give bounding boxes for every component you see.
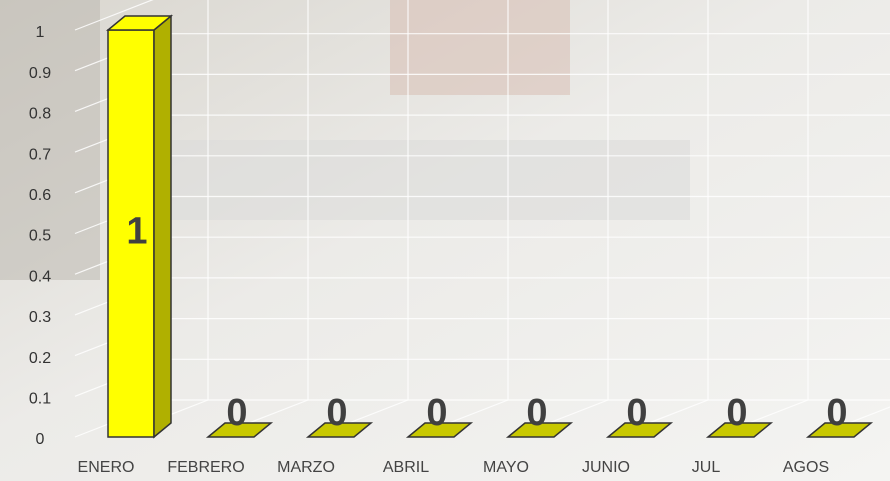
- y-tick-label: 0.8: [29, 106, 51, 123]
- background-shape: [0, 0, 100, 280]
- x-tick-label: JUNIO: [582, 459, 630, 476]
- y-tick-label: 0.2: [29, 350, 51, 367]
- background-shape: [170, 140, 690, 220]
- bar: [405, 422, 474, 438]
- bar: [705, 422, 774, 438]
- x-tick-label: MARZO: [277, 459, 335, 476]
- x-tick-label: ENERO: [78, 459, 135, 476]
- bar-top: [805, 422, 874, 438]
- x-tick-label: JUL: [692, 459, 721, 476]
- bar-side: [153, 14, 172, 439]
- bar: [105, 14, 174, 439]
- y-tick-label: 0.1: [29, 391, 51, 408]
- bar: [205, 422, 274, 438]
- data-label: 0: [526, 392, 547, 434]
- bar-top: [205, 422, 274, 438]
- y-tick-label: 0.6: [29, 187, 51, 204]
- y-tick-label: 0.7: [29, 146, 51, 163]
- data-label: 0: [626, 392, 647, 434]
- x-tick-label: ABRIL: [383, 459, 429, 476]
- data-label: 0: [426, 392, 447, 434]
- bar-top: [305, 422, 374, 438]
- bar-top: [605, 422, 674, 438]
- bar-top: [705, 422, 774, 438]
- bar-top: [505, 422, 574, 438]
- y-tick-label: 0.9: [29, 65, 51, 82]
- x-tick-label: FEBRERO: [167, 459, 244, 476]
- background-shape: [390, 0, 570, 95]
- y-tick-label: 0.5: [29, 228, 51, 245]
- data-label: 1: [126, 211, 147, 253]
- bar-top: [405, 422, 474, 438]
- bar: [805, 422, 874, 438]
- data-label: 0: [326, 392, 347, 434]
- bar: [505, 422, 574, 438]
- bar: [605, 422, 674, 438]
- bar-top: [105, 15, 174, 31]
- x-tick-label: MAYO: [483, 459, 529, 476]
- y-tick-label: 0.4: [29, 268, 51, 285]
- y-tick-label: 0: [36, 431, 45, 448]
- data-label: 0: [226, 392, 247, 434]
- x-tick-label: AGOS: [783, 459, 829, 476]
- data-label: 0: [826, 392, 847, 434]
- grid-line: [74, 0, 154, 31]
- data-label: 0: [726, 392, 747, 434]
- bar: [305, 422, 374, 438]
- y-tick-label: 0.3: [29, 309, 51, 326]
- y-tick-label: 1: [36, 24, 45, 41]
